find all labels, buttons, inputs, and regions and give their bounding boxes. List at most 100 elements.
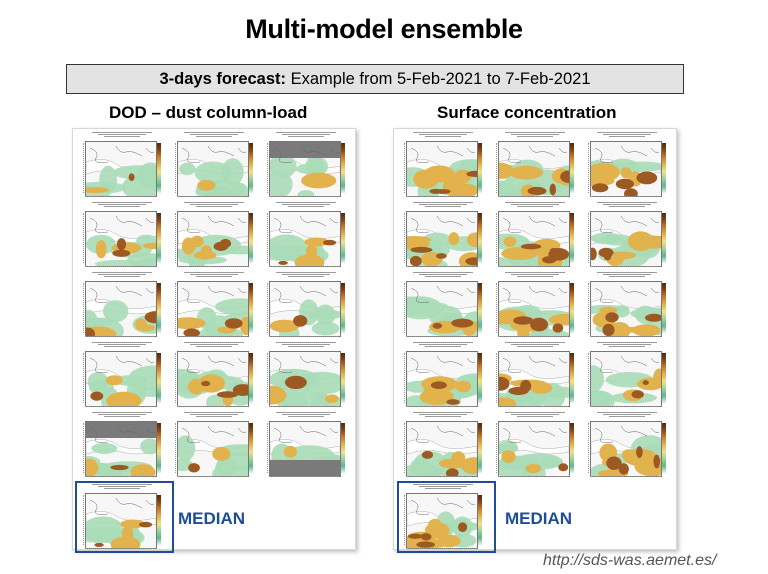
dod-model-grid: [72, 128, 356, 550]
forecast-map-thumbnail: [492, 341, 576, 411]
map-colorbar: [249, 423, 253, 473]
map-colorbar: [249, 213, 253, 263]
map-header-lines: [271, 341, 341, 349]
surface-model-grid: [393, 128, 677, 550]
map-lon-axis: [85, 266, 155, 270]
map-frame: [590, 141, 662, 197]
map-header-lines: [408, 341, 478, 349]
map-header-lines: [87, 483, 157, 491]
map-header-lines: [179, 201, 249, 209]
forecast-banner-text: Example from 5-Feb-2021 to 7-Feb-2021: [286, 70, 591, 88]
map-colorbar: [662, 143, 666, 193]
map-frame: [85, 281, 157, 337]
forecast-map-thumbnail: [171, 341, 255, 411]
map-header-lines: [592, 341, 662, 349]
map-frame: [406, 493, 478, 549]
forecast-map-thumbnail: [171, 411, 255, 481]
map-lat-axis: [171, 213, 176, 263]
forecast-map-thumbnail: [584, 411, 668, 481]
map-colorbar: [157, 353, 161, 403]
map-frame: [406, 421, 478, 477]
map-lon-axis: [177, 266, 247, 270]
map-frame: [177, 421, 249, 477]
forecast-map-thumbnail: [79, 411, 163, 481]
forecast-map-thumbnail: [171, 271, 255, 341]
map-header-lines: [271, 201, 341, 209]
map-colorbar: [478, 423, 482, 473]
forecast-map-thumbnail: [584, 341, 668, 411]
map-header-lines: [592, 411, 662, 419]
map-header-lines: [87, 131, 157, 139]
map-header-lines: [87, 341, 157, 349]
dod-median-highlight: [75, 481, 174, 553]
map-frame: [590, 421, 662, 477]
map-colorbar: [157, 495, 161, 545]
map-colorbar: [570, 423, 574, 473]
map-lon-axis: [177, 336, 247, 340]
map-header-lines: [592, 271, 662, 279]
map-lon-axis: [406, 196, 476, 200]
map-lon-axis: [406, 548, 476, 552]
map-frame: [85, 493, 157, 549]
map-frame: [177, 141, 249, 197]
map-frame: [498, 351, 570, 407]
forecast-map-thumbnail: [263, 201, 347, 271]
map-colorbar: [341, 213, 345, 263]
forecast-map-thumbnail: [584, 271, 668, 341]
map-lon-axis: [85, 196, 155, 200]
map-frame: [85, 421, 157, 477]
map-lat-axis: [79, 353, 84, 403]
forecast-map-thumbnail: [171, 201, 255, 271]
map-lon-axis: [269, 196, 339, 200]
forecast-map-thumbnail: [584, 131, 668, 201]
map-colorbar: [570, 143, 574, 193]
map-header-lines: [87, 271, 157, 279]
map-lat-axis: [171, 143, 176, 193]
map-lat-axis: [171, 423, 176, 473]
map-colorbar: [341, 143, 345, 193]
map-lat-axis: [584, 213, 589, 263]
map-lon-axis: [85, 476, 155, 480]
map-colorbar: [662, 283, 666, 333]
map-lon-axis: [269, 266, 339, 270]
map-header-lines: [500, 341, 570, 349]
forecast-map-thumbnail: [79, 483, 163, 553]
map-lon-axis: [590, 406, 660, 410]
map-lon-axis: [85, 406, 155, 410]
map-colorbar: [478, 213, 482, 263]
map-frame: [498, 421, 570, 477]
surface-panel-title: Surface concentration: [437, 103, 617, 122]
map-lat-axis: [79, 423, 84, 473]
map-lon-axis: [177, 476, 247, 480]
map-colorbar: [341, 423, 345, 473]
map-header-lines: [87, 411, 157, 419]
dod-median-label: MEDIAN: [178, 509, 246, 528]
forecast-map-thumbnail: [79, 271, 163, 341]
map-frame: [177, 281, 249, 337]
map-colorbar: [249, 143, 253, 193]
map-lon-axis: [177, 196, 247, 200]
map-header-lines: [408, 271, 478, 279]
surface-median-highlight: [397, 481, 496, 553]
map-lon-axis: [269, 336, 339, 340]
source-url[interactable]: http://sds-was.aemet.es/: [543, 552, 717, 569]
map-frame: [590, 211, 662, 267]
map-colorbar: [662, 423, 666, 473]
map-lat-axis: [263, 213, 268, 263]
map-header-lines: [271, 411, 341, 419]
map-lon-axis: [590, 266, 660, 270]
map-frame: [498, 281, 570, 337]
map-header-lines: [271, 271, 341, 279]
map-colorbar: [341, 283, 345, 333]
dod-panel-title: DOD – dust column-load: [109, 103, 308, 122]
forecast-map-thumbnail: [400, 411, 484, 481]
map-lat-axis: [171, 283, 176, 333]
map-header-lines: [408, 131, 478, 139]
forecast-map-thumbnail: [492, 411, 576, 481]
map-header-lines: [179, 131, 249, 139]
map-lon-axis: [85, 336, 155, 340]
map-lat-axis: [79, 495, 84, 545]
forecast-map-thumbnail: [400, 483, 484, 553]
map-lat-axis: [400, 495, 405, 545]
map-lat-axis: [400, 213, 405, 263]
